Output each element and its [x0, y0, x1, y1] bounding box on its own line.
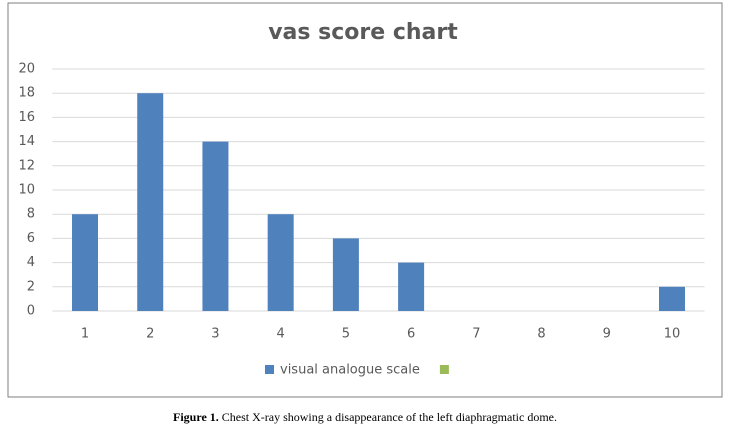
x-tick-label: 9	[603, 327, 611, 342]
y-tick-label: 12	[18, 158, 35, 173]
bar	[332, 238, 359, 311]
x-tick-label: 5	[342, 327, 350, 342]
x-tick-label: 6	[407, 327, 415, 342]
x-tick-label: 4	[277, 327, 285, 342]
bar	[398, 262, 425, 311]
caption-label: Figure 1.	[173, 410, 219, 424]
legend-swatch	[265, 365, 274, 374]
x-tick-label: 3	[211, 327, 219, 342]
y-tick-label: 20	[18, 62, 35, 77]
x-tick-label: 2	[146, 327, 154, 342]
y-tick-label: 18	[18, 86, 35, 101]
bar	[202, 141, 229, 311]
caption: Figure 1. Chest X-ray showing a disappea…	[173, 410, 557, 424]
caption-text: Chest X-ray showing a disappearance of t…	[222, 410, 557, 424]
bar	[267, 214, 294, 311]
y-tick-label: 2	[27, 279, 35, 294]
y-tick-label: 14	[18, 134, 35, 149]
chart-title: vas score chart	[268, 20, 458, 45]
x-tick-label: 8	[537, 327, 545, 342]
bar	[137, 93, 164, 311]
y-tick-label: 16	[18, 110, 35, 125]
y-tick-label: 0	[27, 304, 35, 319]
chart-border	[7, 2, 723, 398]
y-tick-label: 8	[27, 207, 35, 222]
x-tick-label: 10	[664, 327, 681, 342]
y-tick-label: 6	[27, 231, 35, 246]
legend-swatch	[439, 365, 449, 374]
bar	[72, 214, 99, 311]
bar	[658, 286, 685, 311]
y-tick-label: 10	[18, 183, 35, 198]
y-tick-label: 4	[27, 255, 35, 270]
x-tick-label: 1	[81, 327, 89, 342]
x-tick-label: 7	[472, 327, 480, 342]
legend-label: visual analogue scale	[280, 363, 420, 378]
